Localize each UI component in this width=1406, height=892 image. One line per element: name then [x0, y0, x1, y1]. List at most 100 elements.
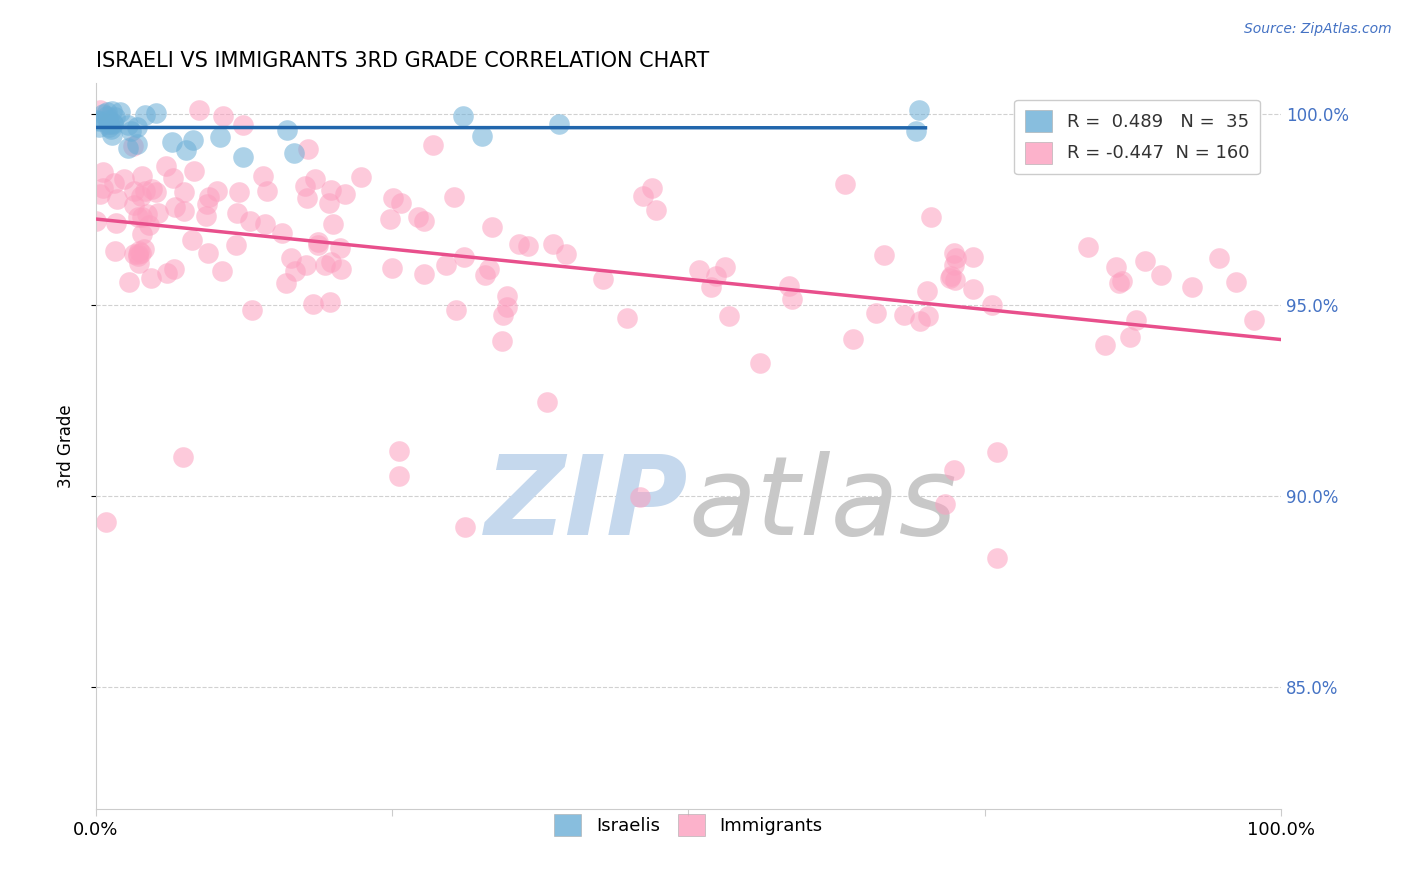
Point: [443, 190, 465, 204]
Point: [294, 178, 316, 193]
Point: [943, 462, 966, 476]
Point: [271, 226, 294, 240]
Point: [146, 205, 169, 219]
Point: [155, 160, 177, 174]
Point: [330, 262, 353, 277]
Point: [122, 198, 145, 212]
Point: [641, 181, 664, 195]
Point: [1105, 260, 1128, 274]
Point: [536, 394, 558, 409]
Point: [980, 298, 1002, 312]
Legend: Israelis, Immigrants: Israelis, Immigrants: [547, 807, 830, 844]
Point: [145, 185, 167, 199]
Point: [474, 268, 496, 282]
Point: [943, 259, 966, 273]
Point: [941, 268, 963, 283]
Point: [492, 308, 515, 322]
Point: [865, 306, 887, 320]
Point: [307, 235, 329, 249]
Point: [778, 279, 800, 293]
Point: [548, 117, 571, 131]
Text: ISRAELI VS IMMIGRANTS 3RD GRADE CORRELATION CHART: ISRAELI VS IMMIGRANTS 3RD GRADE CORRELAT…: [96, 51, 709, 70]
Point: [714, 260, 737, 274]
Point: [110, 104, 132, 119]
Point: [962, 250, 984, 264]
Point: [125, 136, 148, 151]
Point: [86, 213, 108, 227]
Point: [253, 217, 276, 231]
Point: [122, 139, 145, 153]
Point: [127, 247, 149, 261]
Point: [172, 450, 194, 465]
Point: [939, 271, 962, 285]
Point: [97, 117, 120, 131]
Point: [434, 259, 457, 273]
Point: [209, 130, 232, 145]
Point: [207, 184, 229, 198]
Point: [412, 267, 434, 281]
Point: [239, 214, 262, 228]
Point: [138, 218, 160, 232]
Point: [145, 106, 167, 120]
Point: [91, 107, 114, 121]
Text: atlas: atlas: [689, 450, 957, 558]
Point: [508, 237, 530, 252]
Point: [555, 247, 578, 261]
Point: [195, 196, 218, 211]
Point: [381, 261, 404, 276]
Point: [101, 116, 124, 130]
Point: [491, 334, 513, 349]
Point: [96, 109, 118, 123]
Point: [451, 109, 474, 123]
Point: [128, 255, 150, 269]
Point: [481, 219, 503, 234]
Point: [225, 206, 247, 220]
Point: [183, 163, 205, 178]
Point: [406, 211, 429, 225]
Point: [905, 124, 928, 138]
Point: [283, 146, 305, 161]
Point: [180, 233, 202, 247]
Point: [231, 118, 253, 132]
Point: [256, 184, 278, 198]
Point: [232, 150, 254, 164]
Point: [986, 551, 1008, 566]
Point: [749, 356, 772, 370]
Point: [162, 170, 184, 185]
Point: [228, 185, 250, 199]
Point: [104, 244, 127, 258]
Point: [240, 303, 263, 318]
Point: [160, 135, 183, 149]
Point: [319, 294, 342, 309]
Point: [908, 314, 931, 328]
Point: [252, 169, 274, 183]
Point: [197, 246, 219, 260]
Point: [129, 245, 152, 260]
Point: [89, 103, 111, 117]
Point: [1108, 277, 1130, 291]
Point: [1135, 253, 1157, 268]
Point: [112, 172, 135, 186]
Point: [388, 468, 411, 483]
Point: [1077, 240, 1099, 254]
Point: [276, 123, 298, 137]
Point: [962, 282, 984, 296]
Point: [321, 183, 343, 197]
Point: [1119, 329, 1142, 343]
Point: [329, 241, 352, 255]
Point: [118, 275, 141, 289]
Point: [197, 190, 219, 204]
Point: [173, 185, 195, 199]
Point: [294, 258, 316, 272]
Point: [297, 142, 319, 156]
Point: [105, 192, 128, 206]
Point: [104, 110, 127, 124]
Text: Source: ZipAtlas.com: Source: ZipAtlas.com: [1244, 22, 1392, 37]
Point: [136, 207, 159, 221]
Point: [908, 103, 931, 118]
Point: [97, 113, 120, 128]
Point: [934, 497, 956, 511]
Point: [943, 272, 966, 286]
Point: [915, 284, 938, 298]
Point: [187, 103, 209, 117]
